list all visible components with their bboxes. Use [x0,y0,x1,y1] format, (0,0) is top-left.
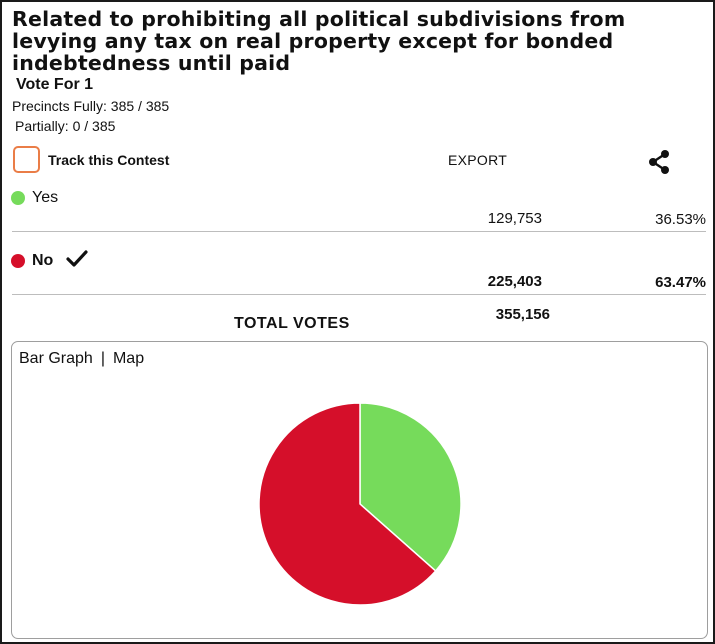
pie-chart [258,402,462,606]
chart-panel: Bar Graph | Map [11,341,708,639]
contest-title-line: levying any tax on real property except … [12,29,614,53]
pie-slice-no[interactable] [258,402,437,606]
candidate-votes-no: 225,403 [487,273,542,290]
track-contest-checkbox[interactable] [13,146,40,173]
tab-map[interactable]: Map [112,350,145,367]
track-contest-label[interactable]: Track this Contest [48,152,170,168]
contest-title-line: indebtedness until paid [12,51,291,75]
yes-color-dot [11,191,25,205]
precincts-fully: Precincts Fully: 385 / 385 [12,98,170,114]
candidate-name-yes: Yes [32,189,59,206]
winner-check-icon [66,250,88,267]
pie-slice-yes[interactable] [359,402,462,573]
tab-separator: | [100,350,105,367]
no-color-dot [11,254,25,268]
contest-title-line: Related to prohibiting all political sub… [12,7,626,31]
total-votes-label: TOTAL VOTES [234,315,350,332]
candidate-percent-yes: 36.53% [655,211,706,228]
candidate-name-no: No [32,252,54,269]
row-divider [12,231,706,232]
total-votes-value: 355,156 [495,306,550,323]
export-button[interactable]: EXPORT [448,152,508,168]
contest-title: Related to prohibiting all political sub… [12,8,702,74]
vote-for-label: Vote For 1 [16,76,94,93]
precincts-partially: Partially: 0 / 385 [15,118,116,134]
candidate-votes-yes: 129,753 [487,210,542,227]
row-divider [12,294,706,295]
candidate-percent-no: 63.47% [655,274,706,291]
share-icon[interactable] [646,149,672,175]
chart-tabs: Bar Graph | Map [19,350,144,368]
tab-bar-graph[interactable]: Bar Graph [19,350,93,367]
